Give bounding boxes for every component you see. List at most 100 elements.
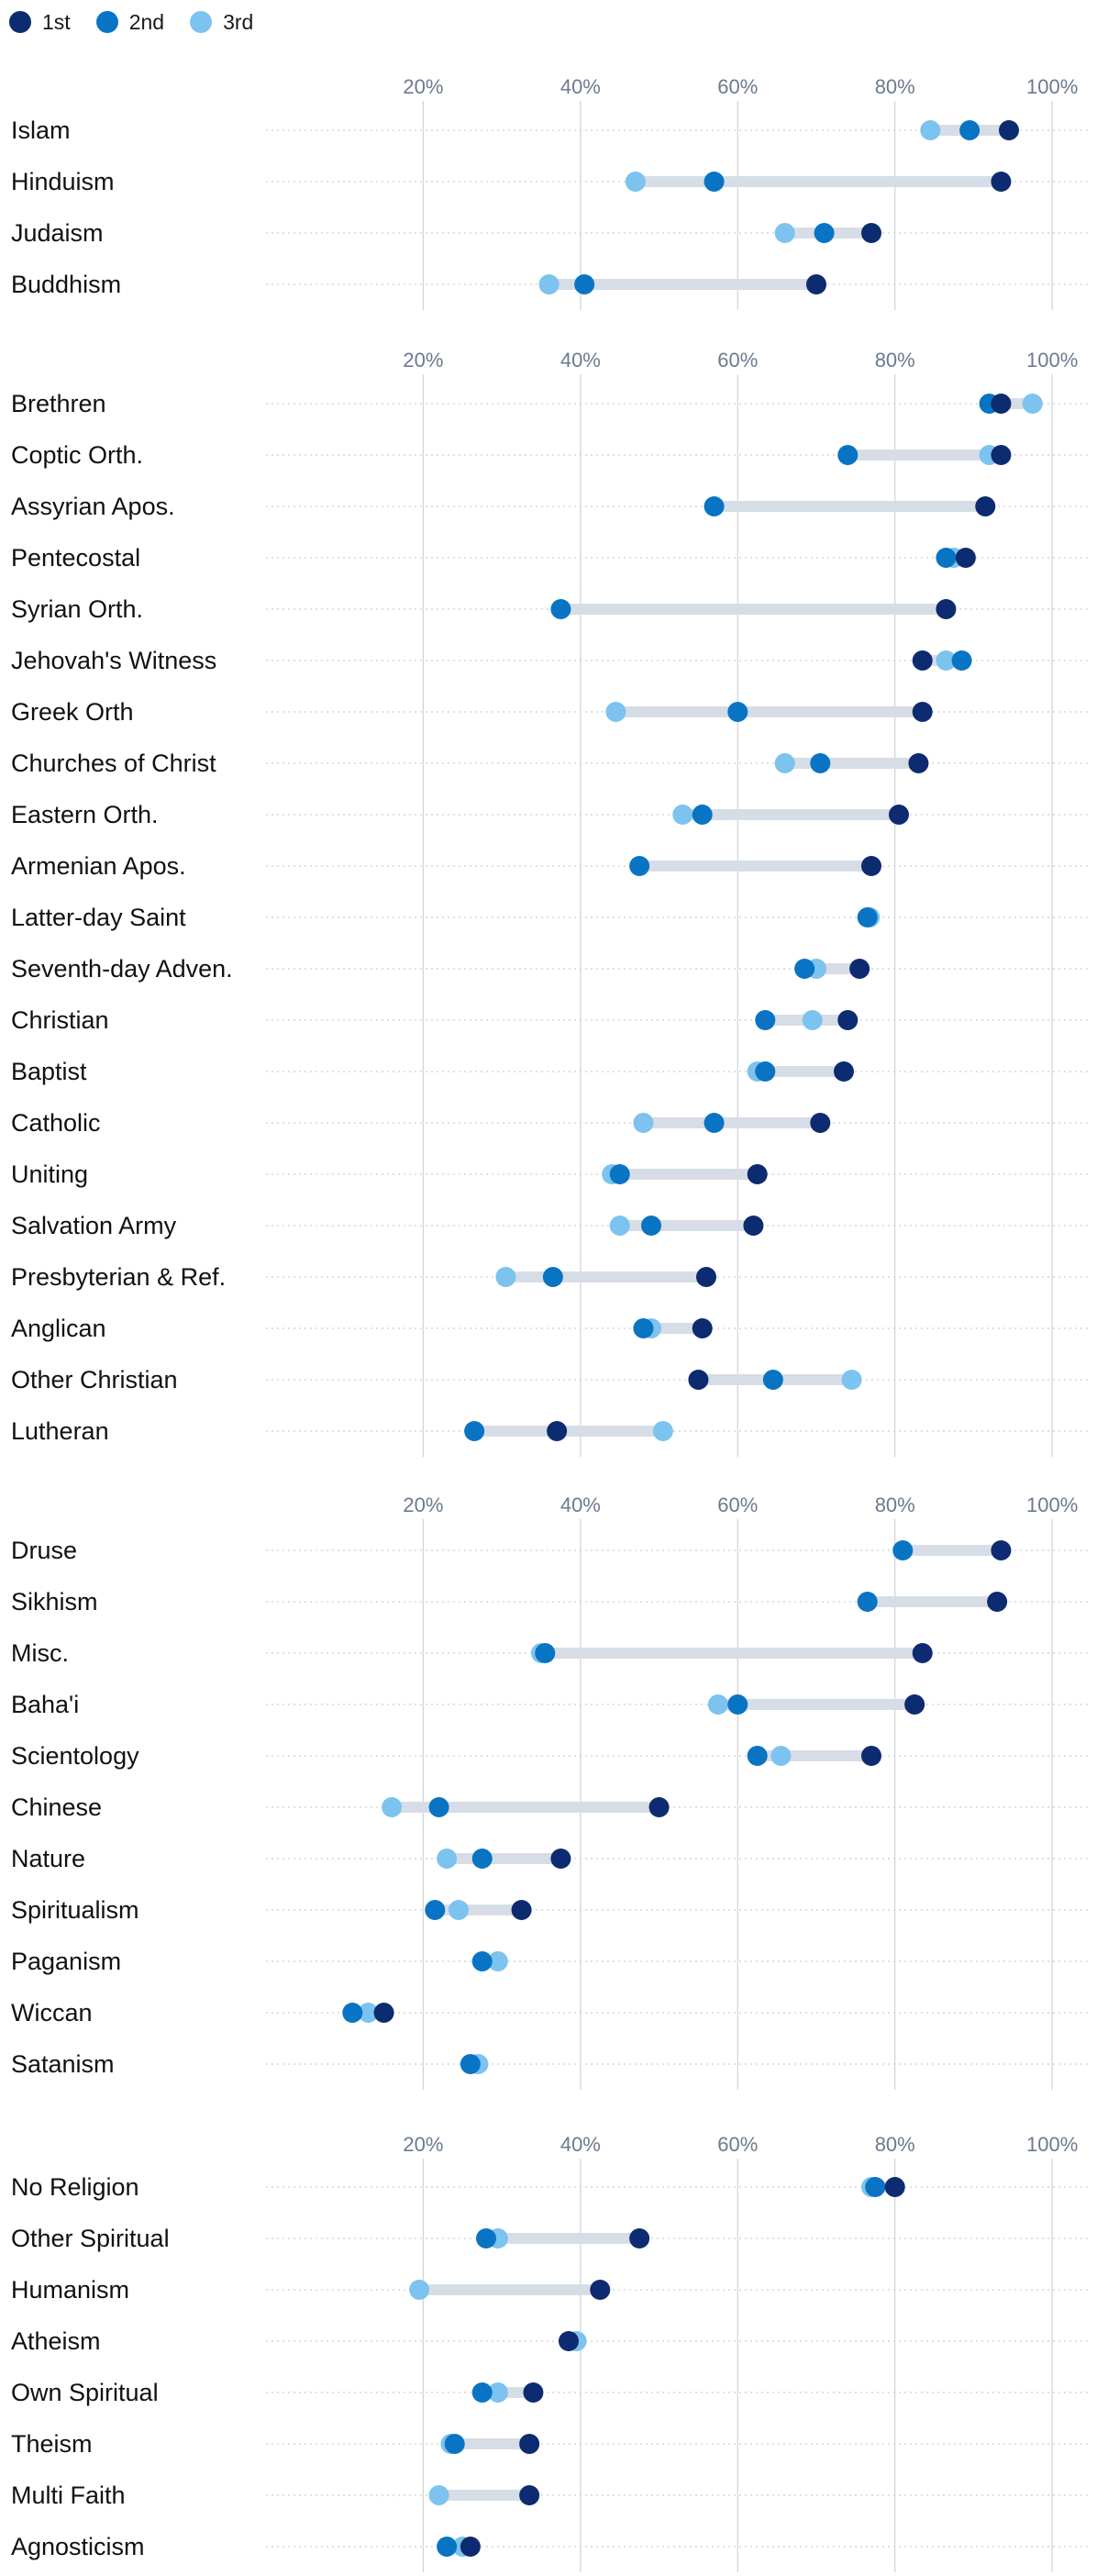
row-label: Own Spiritual (11, 2379, 159, 2406)
data-point-3rd (409, 2280, 430, 2300)
data-point-2nd (574, 274, 595, 294)
row-label: Sikhism (11, 1588, 98, 1616)
data-point-1st (912, 702, 933, 722)
data-point-2nd (609, 1164, 630, 1184)
data-point-2nd (641, 1216, 661, 1236)
data-point-2nd (471, 1849, 493, 1869)
data-point-3rd (633, 1113, 654, 1133)
data-point-2nd (704, 496, 725, 516)
x-tick-label: 100% (1026, 75, 1078, 98)
data-point-2nd (814, 223, 835, 243)
data-point-1st (999, 120, 1019, 140)
data-point-1st (849, 959, 870, 979)
data-point-1st (908, 753, 929, 773)
row-label: Salvation Army (11, 1212, 177, 1239)
data-point-2nd (342, 2003, 363, 2023)
legend-label: 2nd (128, 9, 165, 34)
row-label: Eastern Orth. (11, 801, 159, 828)
row-label: Christian (11, 1006, 109, 1034)
data-point-2nd (837, 445, 859, 465)
data-point-3rd (449, 1900, 469, 1920)
row-label: Syrian Orth. (11, 595, 143, 623)
data-point-3rd (495, 1267, 516, 1287)
data-point-1st (806, 274, 826, 294)
data-point-2nd (959, 120, 981, 140)
data-point-2nd (471, 1951, 493, 1971)
data-point-1st (519, 2485, 540, 2505)
row-label: Latter-day Saint (11, 904, 186, 931)
data-point-2nd (444, 2434, 465, 2454)
row-label: Lutheran (11, 1417, 109, 1445)
x-tick-label: 60% (717, 1493, 758, 1516)
data-point-3rd (437, 1849, 458, 1869)
data-point-1st (889, 805, 909, 825)
data-point-1st (991, 172, 1012, 192)
data-point-2nd (464, 1421, 485, 1441)
data-point-1st (688, 1370, 709, 1390)
data-point-1st (955, 548, 976, 568)
data-point-2nd (857, 1592, 878, 1612)
data-point-2nd (692, 805, 713, 825)
row-label: Armenian Apos. (11, 852, 186, 880)
data-point-2nd (476, 2228, 496, 2248)
data-point-2nd (425, 1900, 446, 1920)
x-tick-label: 100% (1026, 2133, 1078, 2156)
row-label: Greek Orth (11, 698, 134, 726)
x-tick-label: 20% (403, 75, 443, 98)
data-point-2nd (727, 1694, 748, 1715)
x-tick-label: 100% (1026, 1493, 1078, 1516)
data-point-1st (884, 2177, 905, 2197)
data-point-2nd (951, 650, 972, 671)
row-label: Atheism (11, 2327, 101, 2355)
data-point-1st (373, 2003, 394, 2023)
data-point-1st (511, 1900, 532, 1920)
row-label: Presbyterian & Ref. (11, 1263, 226, 1291)
x-tick-label: 100% (1026, 349, 1078, 372)
x-tick-label: 40% (560, 1493, 601, 1516)
x-tick-label: 80% (875, 1493, 915, 1516)
row-label: Other Christian (11, 1366, 178, 1393)
data-point-1st (692, 1318, 713, 1338)
x-tick-label: 20% (403, 1493, 443, 1516)
data-point-3rd (487, 2382, 508, 2403)
row-label: Scientology (11, 1742, 139, 1770)
row-label: Misc. (11, 1639, 69, 1667)
legend-dot-icon (9, 11, 31, 33)
row-label: Druse (11, 1537, 77, 1564)
row-label: Nature (11, 1845, 85, 1872)
row-label: Islam (11, 117, 71, 144)
data-point-1st (912, 650, 933, 671)
data-point-1st (743, 1216, 764, 1236)
x-tick-label: 40% (560, 349, 601, 372)
row-label: Other Spiritual (11, 2225, 170, 2252)
data-point-2nd (550, 599, 571, 619)
data-point-3rd (382, 1797, 403, 1817)
data-point-1st (991, 1540, 1012, 1560)
data-point-3rd (428, 2485, 449, 2505)
data-point-2nd (535, 1643, 556, 1663)
x-tick-label: 20% (403, 349, 443, 372)
data-point-1st (550, 1849, 571, 1869)
x-tick-label: 40% (560, 2133, 601, 2156)
legend-dot-icon (190, 11, 213, 33)
data-point-1st (547, 1421, 568, 1441)
row-label: Uniting (11, 1160, 88, 1188)
data-point-1st (648, 1797, 670, 1817)
row-label: Catholic (11, 1109, 101, 1137)
data-point-1st (834, 1061, 854, 1082)
data-point-1st (861, 856, 881, 876)
legend-item-2nd: 2nd (95, 9, 165, 35)
data-point-2nd (762, 1370, 783, 1390)
row-label: Baptist (11, 1058, 87, 1085)
data-point-3rd (605, 702, 626, 722)
legend-label: 3rd (223, 9, 254, 34)
data-point-3rd (358, 2003, 379, 2023)
x-tick-label: 80% (875, 2133, 915, 2156)
row-label: Multi Faith (11, 2482, 126, 2509)
data-point-2nd (471, 2382, 493, 2403)
data-point-1st (696, 1267, 716, 1287)
data-point-1st (629, 2228, 650, 2248)
row-label: Spiritualism (11, 1896, 139, 1924)
data-point-2nd (727, 702, 748, 722)
